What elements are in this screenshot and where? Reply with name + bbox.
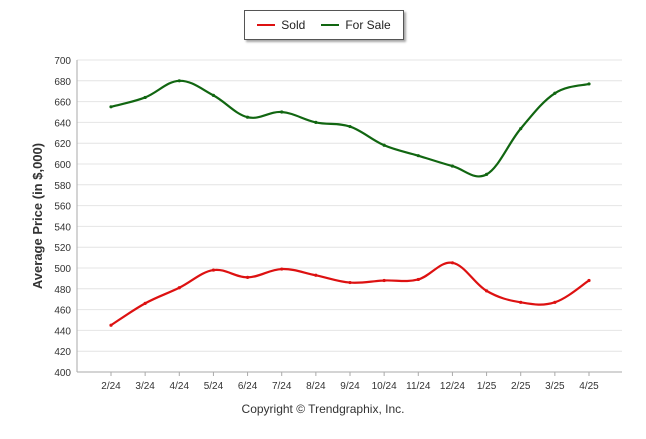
y-tick-label: 680: [54, 77, 71, 88]
data-point-sold: [416, 277, 420, 282]
legend: Sold For Sale: [244, 10, 404, 40]
x-tick-label: 12/24: [440, 381, 465, 392]
legend-swatch-sold: [257, 24, 276, 26]
copyright-text: Copyright © Trendgraphix, Inc.: [241, 402, 405, 416]
x-tick-label: 3/24: [135, 381, 155, 392]
x-tick-label: 5/24: [204, 381, 224, 392]
data-point-sold: [450, 261, 455, 265]
y-tick-label: 580: [54, 181, 71, 192]
data-point-sold: [382, 278, 386, 283]
data-point-for-sale: [314, 120, 318, 124]
legend-label-sold: Sold: [281, 18, 306, 32]
y-tick-label: 660: [54, 98, 71, 109]
y-tick-label: 440: [54, 326, 71, 337]
x-tick-label: 2/24: [101, 381, 121, 392]
data-point-sold: [314, 273, 318, 277]
data-point-sold: [280, 267, 284, 271]
legend-label-for-sale: For Sale: [345, 18, 391, 32]
data-point-for-sale: [211, 93, 216, 97]
data-point-for-sale: [553, 91, 557, 95]
data-point-for-sale: [382, 143, 386, 147]
data-point-for-sale: [484, 172, 489, 176]
legend-swatch-for-sale: [321, 24, 340, 26]
data-point-sold: [587, 278, 591, 283]
x-tick-label: 1/25: [477, 381, 497, 392]
y-tick-label: 420: [54, 347, 71, 358]
x-tick-label: 3/25: [545, 381, 565, 392]
y-tick-label: 520: [54, 243, 71, 254]
data-point-sold: [177, 286, 181, 290]
data-point-for-sale: [587, 82, 591, 86]
y-tick-label: 500: [54, 264, 71, 275]
y-tick-label: 560: [54, 202, 71, 213]
data-point-sold: [519, 300, 523, 304]
data-point-for-sale: [177, 79, 181, 83]
data-point-for-sale: [450, 164, 455, 168]
data-point-for-sale: [416, 154, 420, 158]
data-point-for-sale: [519, 127, 523, 131]
x-tick-label: 7/24: [272, 381, 292, 392]
data-point-sold: [484, 289, 489, 293]
y-tick-label: 540: [54, 222, 71, 233]
data-point-for-sale: [245, 115, 250, 119]
y-tick-label: 640: [54, 118, 71, 129]
data-point-for-sale: [109, 105, 113, 109]
legend-item-for-sale: For Sale: [321, 18, 391, 32]
series-line-sold: [110, 261, 590, 327]
x-tick-label: 11/24: [406, 381, 431, 392]
data-point-sold: [109, 323, 113, 327]
x-tick-label: 2/25: [511, 381, 531, 392]
x-tick-label: 6/24: [238, 381, 258, 392]
y-tick-label: 700: [54, 56, 71, 67]
series-line-for-sale: [110, 79, 590, 178]
data-point-sold: [211, 268, 216, 272]
x-tick-label: 10/24: [372, 381, 397, 392]
data-point-sold: [348, 280, 352, 285]
data-point-sold: [553, 300, 557, 304]
data-point-for-sale: [280, 110, 284, 114]
y-tick-label: 400: [54, 368, 71, 379]
x-tick-label: 4/25: [579, 381, 599, 392]
y-tick-label: 460: [54, 306, 71, 317]
x-tick-label: 9/24: [340, 381, 360, 392]
y-tick-label: 600: [54, 160, 71, 171]
data-point-sold: [143, 301, 147, 305]
legend-item-sold: Sold: [257, 18, 305, 32]
data-point-sold: [245, 275, 250, 279]
y-tick-label: 480: [54, 285, 71, 296]
x-tick-label: 4/24: [170, 381, 190, 392]
y-tick-label: 620: [54, 139, 71, 150]
data-point-for-sale: [143, 95, 147, 100]
y-axis-label: Average Price (in $,000): [30, 143, 45, 289]
data-point-for-sale: [348, 124, 352, 129]
x-tick-label: 8/24: [306, 381, 326, 392]
